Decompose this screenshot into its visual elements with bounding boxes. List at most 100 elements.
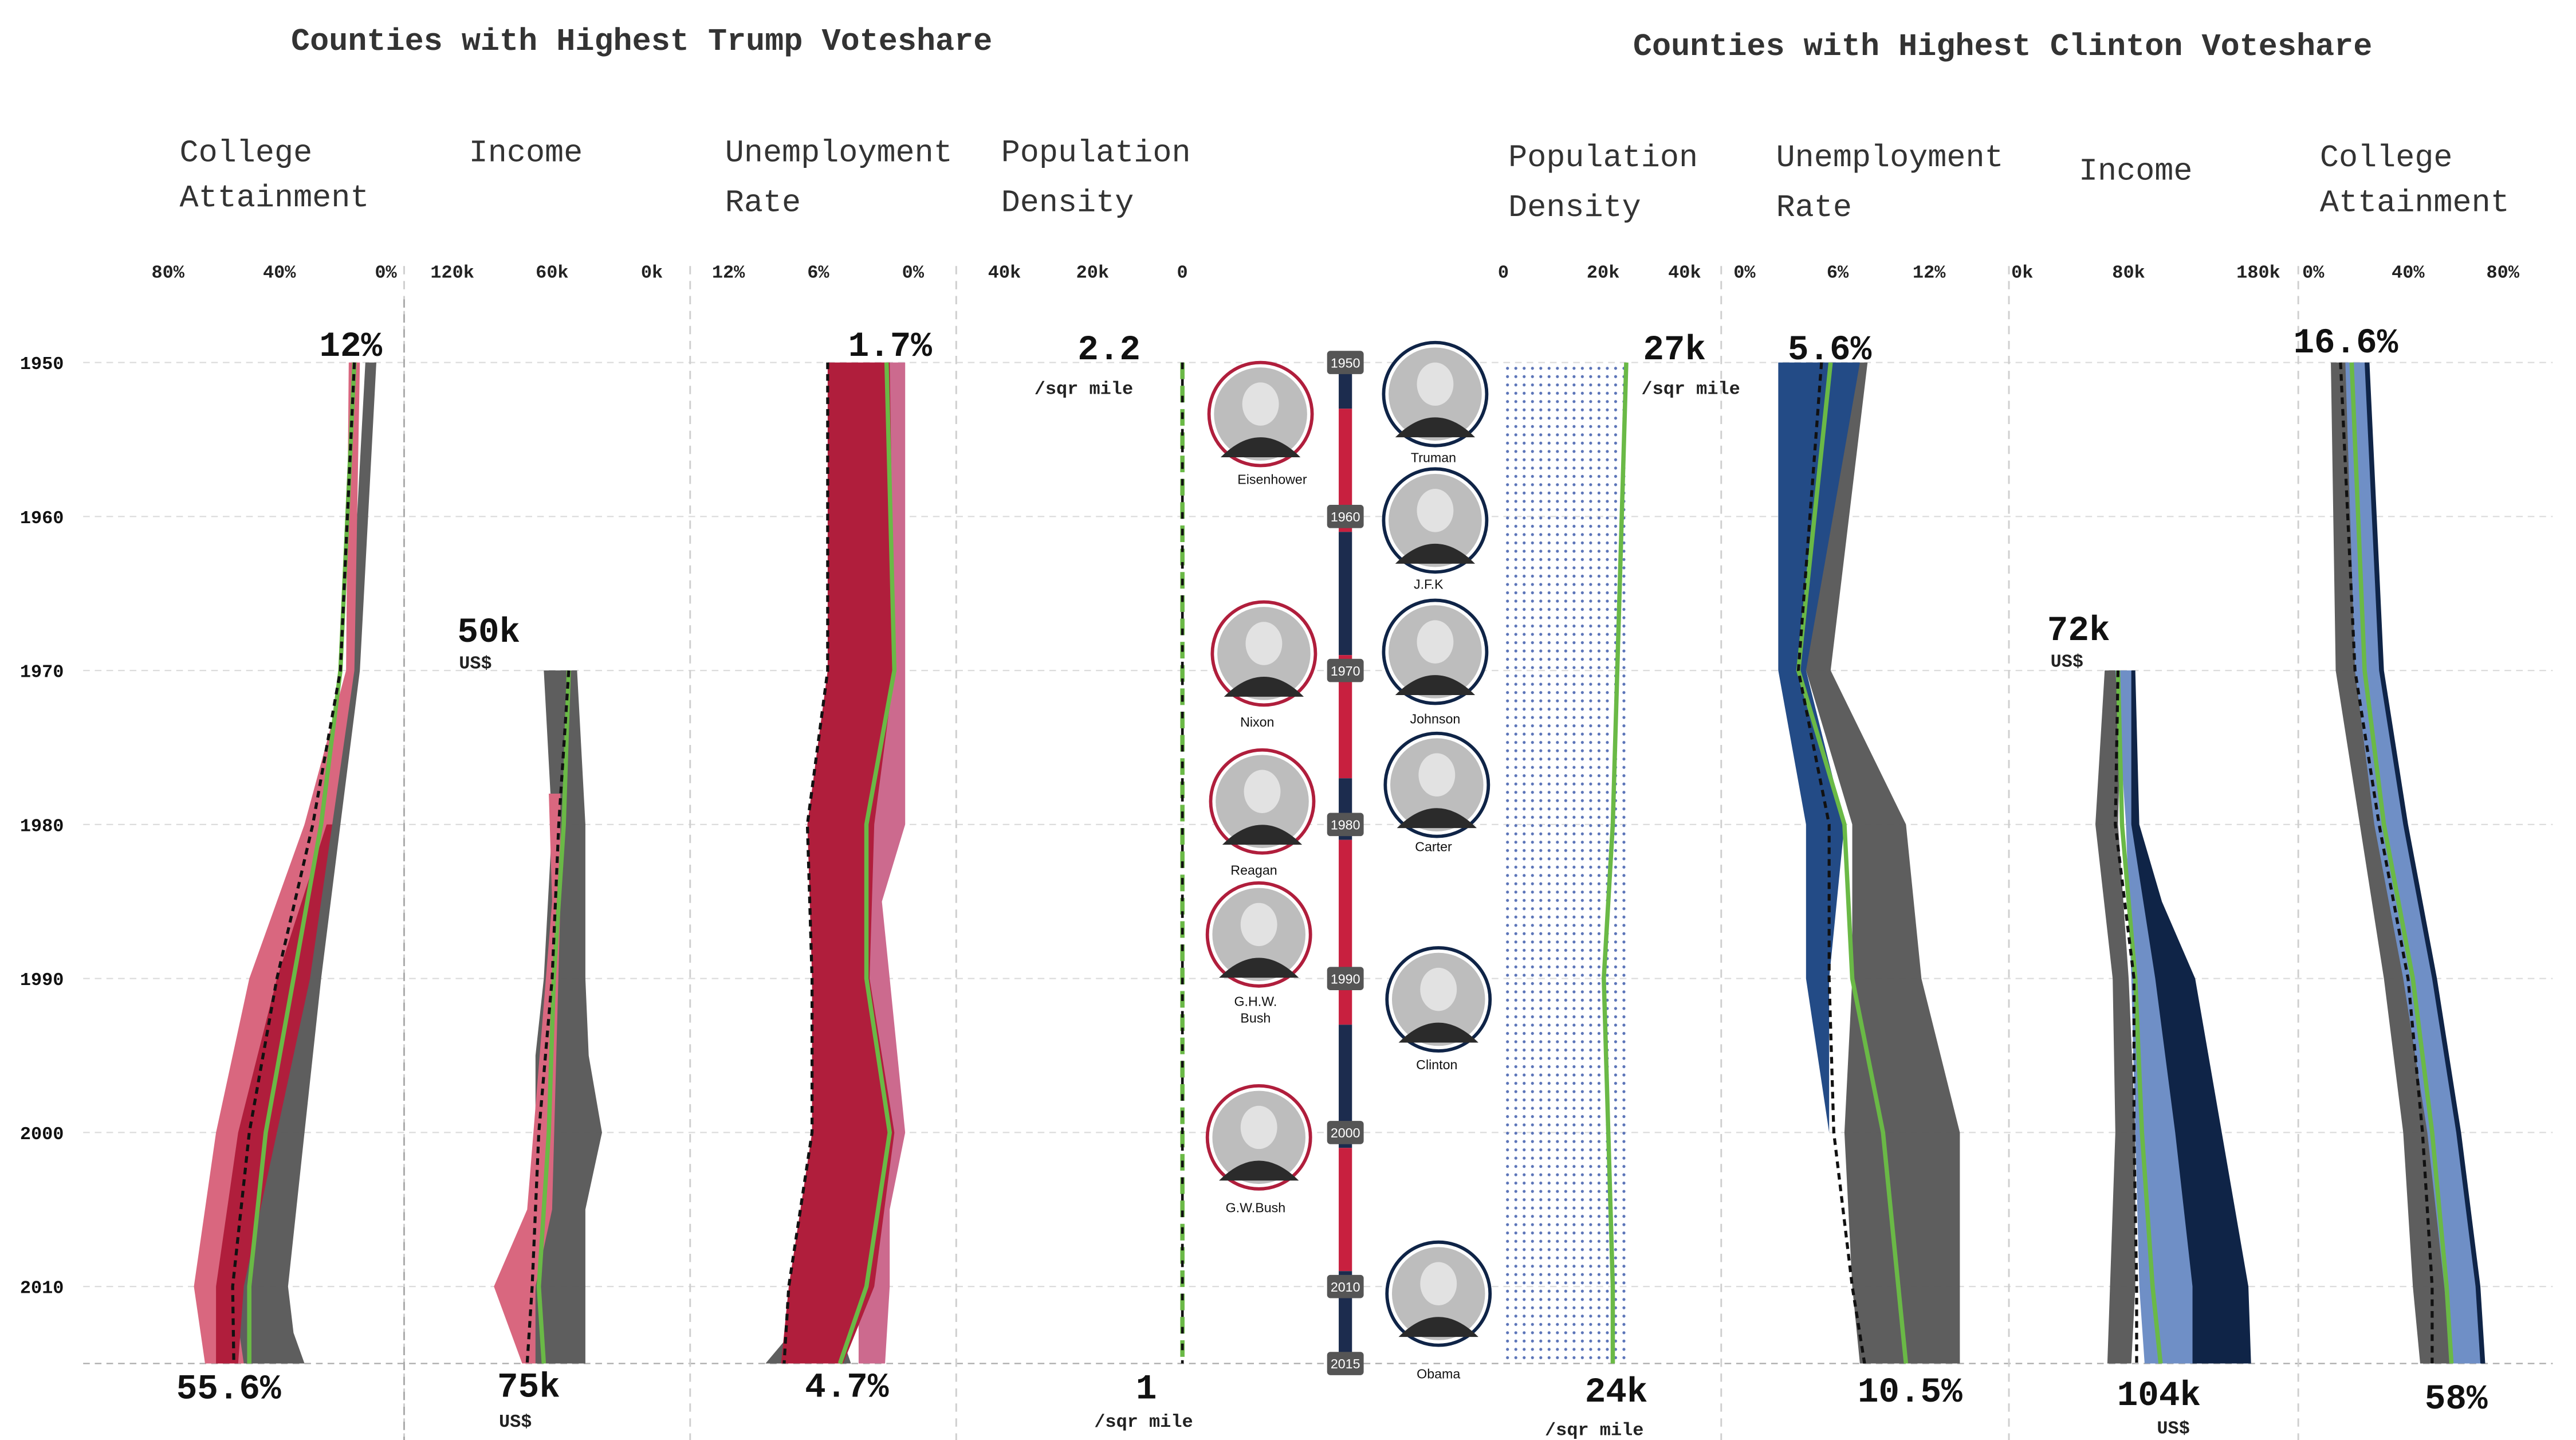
timeline-segment-2 <box>1339 532 1352 656</box>
header-c-density-line-0: Population <box>1508 140 1698 176</box>
rep-4-portrait-face <box>1240 1105 1277 1149</box>
year-label-1990: 1990 <box>20 970 64 991</box>
header-t-density-line-1: Density <box>1001 185 1134 221</box>
timeline-label-1980: 1980 <box>1331 818 1360 833</box>
c_college-end_label: 58% <box>2425 1380 2488 1419</box>
rep-4-name-0: G.W.Bush <box>1226 1200 1286 1215</box>
c_unemp-dashed-series <box>1796 362 1866 1364</box>
c_college-tick-1: 40% <box>2392 262 2425 284</box>
t_income-tick-1: 60k <box>536 262 568 284</box>
header-t-density-line-0: Population <box>1001 135 1191 171</box>
t_unemp-end_label: 4.7% <box>805 1368 889 1408</box>
c_density-tick-2: 40k <box>1668 262 1701 284</box>
c_college-tick-2: 80% <box>2487 262 2520 284</box>
timeline-segment-6 <box>1339 1025 1352 1148</box>
rep-2-portrait-body <box>1222 825 1303 845</box>
c_income-green-series <box>2115 670 2163 1364</box>
rep-3-name-0: G.H.W. <box>1234 994 1277 1009</box>
c_unemp-tick-0: 0% <box>1733 262 1756 284</box>
timeline-badge-1960 <box>1327 505 1364 528</box>
t_unemp-dashed-series <box>782 362 829 1364</box>
dem-5-portrait-face <box>1420 1262 1457 1305</box>
c_density-green-series <box>1602 362 1629 1364</box>
c_unemp-gray-series <box>1806 362 1960 1364</box>
timeline-badge-2015 <box>1327 1352 1364 1375</box>
timeline-badge-1990 <box>1327 967 1364 990</box>
t_income-start_sub: US$ <box>459 653 491 674</box>
c_college-dashed-series <box>2339 362 2434 1364</box>
t_college-tick-0: 80% <box>151 262 184 284</box>
c_income-gray-series <box>2095 670 2135 1364</box>
rep-0-portrait-body <box>1220 437 1301 458</box>
dem-3-name-0: Carter <box>1415 839 1452 854</box>
header-c-density-line-1: Density <box>1508 190 1641 226</box>
timeline-segment-1 <box>1339 409 1352 532</box>
dem-4-portrait-body <box>1398 1022 1478 1043</box>
timeline-label-1960: 1960 <box>1331 509 1360 524</box>
dem-2-portrait-body <box>1395 675 1476 695</box>
c_income-tick-0: 0k <box>2011 262 2033 284</box>
c_density-start_sub: /sqr mile <box>1641 379 1740 400</box>
dem-5-portrait-body <box>1398 1317 1478 1337</box>
dem-4-portrait-face <box>1420 967 1457 1011</box>
header-t-unemp-line-1: Rate <box>725 185 801 221</box>
t_unemp-tick-2: 0% <box>902 262 925 284</box>
dem-5-name-0: Obama <box>1417 1367 1460 1382</box>
dem-3-portrait-face <box>1418 753 1456 796</box>
c_income-start_label: 72k <box>2047 611 2110 651</box>
c_density-end_label: 24k <box>1585 1373 1648 1412</box>
dem-2-name-0: Johnson <box>1410 711 1461 726</box>
t_density-tick-2: 0 <box>1177 262 1188 284</box>
c_college-navy-series <box>2359 362 2485 1364</box>
t_density-end_sub: /sqr mile <box>1094 1411 1193 1433</box>
t_unemp-start_label: 1.7% <box>848 327 933 367</box>
rep-4-portrait-body <box>1219 1160 1299 1181</box>
t_density-tick-0: 40k <box>988 262 1021 284</box>
timeline-badge-1970 <box>1327 658 1364 682</box>
c_income-start_sub: US$ <box>2051 652 2083 673</box>
t_college-dashed-series <box>231 362 356 1364</box>
timeline-label-1990: 1990 <box>1331 971 1360 986</box>
t_college-pink-series <box>194 362 360 1364</box>
t_income-green-series <box>536 670 571 1364</box>
rep-3-portrait-face <box>1240 903 1277 947</box>
c_income-dashed-series <box>2114 670 2138 1364</box>
t_college-start_label: 12% <box>319 327 382 367</box>
t_income-dashed-series <box>525 670 571 1364</box>
c_income-tick-2: 180k <box>2236 262 2280 284</box>
t_unemp-tick-0: 12% <box>712 262 745 284</box>
rep-0-name-0: Eisenhower <box>1237 472 1307 486</box>
t_unemp-green-series <box>837 362 897 1364</box>
c_density-start_label: 27k <box>1643 331 1706 370</box>
timeline-label-2010: 2010 <box>1331 1280 1360 1294</box>
c_unemp-tick-1: 6% <box>1827 262 1849 284</box>
c_college-light-series <box>2345 362 2481 1364</box>
timeline-segment-3 <box>1339 655 1352 779</box>
dem-0-name-0: Truman <box>1411 450 1456 465</box>
timeline-badge-1980 <box>1327 813 1364 837</box>
timeline-segment-5 <box>1339 839 1352 1025</box>
timeline-label-2000: 2000 <box>1331 1125 1360 1140</box>
c_income-end_label: 104k <box>2117 1376 2201 1416</box>
header-c-college-line-0: College <box>2320 140 2453 176</box>
t_income-start_label: 50k <box>457 613 520 653</box>
rep-2-name-0: Reagan <box>1230 862 1277 877</box>
t_income-tick-2: 0k <box>641 262 663 284</box>
rep-1-name-0: Nixon <box>1240 715 1274 729</box>
year-label-2010: 2010 <box>20 1278 64 1299</box>
c_college-start_label: 16.6% <box>2293 324 2398 363</box>
c_density-end_sub: /sqr mile <box>1545 1419 1643 1440</box>
c_unemp-start_label: 5.6% <box>1788 331 1872 370</box>
header-c-unemp-line-0: Unemployment <box>1776 140 2004 176</box>
dem-1-name-0: J.F.K <box>1414 576 1444 591</box>
trump-title: Counties with Highest Trump Voteshare <box>291 23 992 60</box>
year-label-2000: 2000 <box>20 1124 64 1145</box>
dem-1-portrait-face <box>1417 489 1454 532</box>
dem-2-portrait-face <box>1417 620 1454 664</box>
t_unemp-tick-1: 6% <box>807 262 829 284</box>
timeline-label-1950: 1950 <box>1331 355 1360 370</box>
header-c-college-line-1: Attainment <box>2320 185 2510 221</box>
timeline-badge-2010 <box>1327 1274 1364 1298</box>
t_income-tick-0: 120k <box>430 262 474 284</box>
